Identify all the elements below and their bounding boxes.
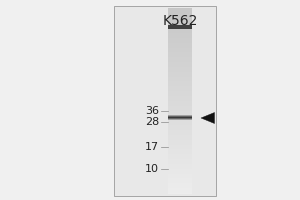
Text: 17: 17	[145, 142, 159, 152]
Text: 28: 28	[145, 117, 159, 127]
Text: 10: 10	[145, 164, 159, 174]
Bar	[168, 25, 192, 29]
Text: K562: K562	[162, 14, 198, 28]
Bar	[114, 6, 216, 196]
Polygon shape	[201, 112, 214, 124]
Text: 36: 36	[145, 106, 159, 116]
